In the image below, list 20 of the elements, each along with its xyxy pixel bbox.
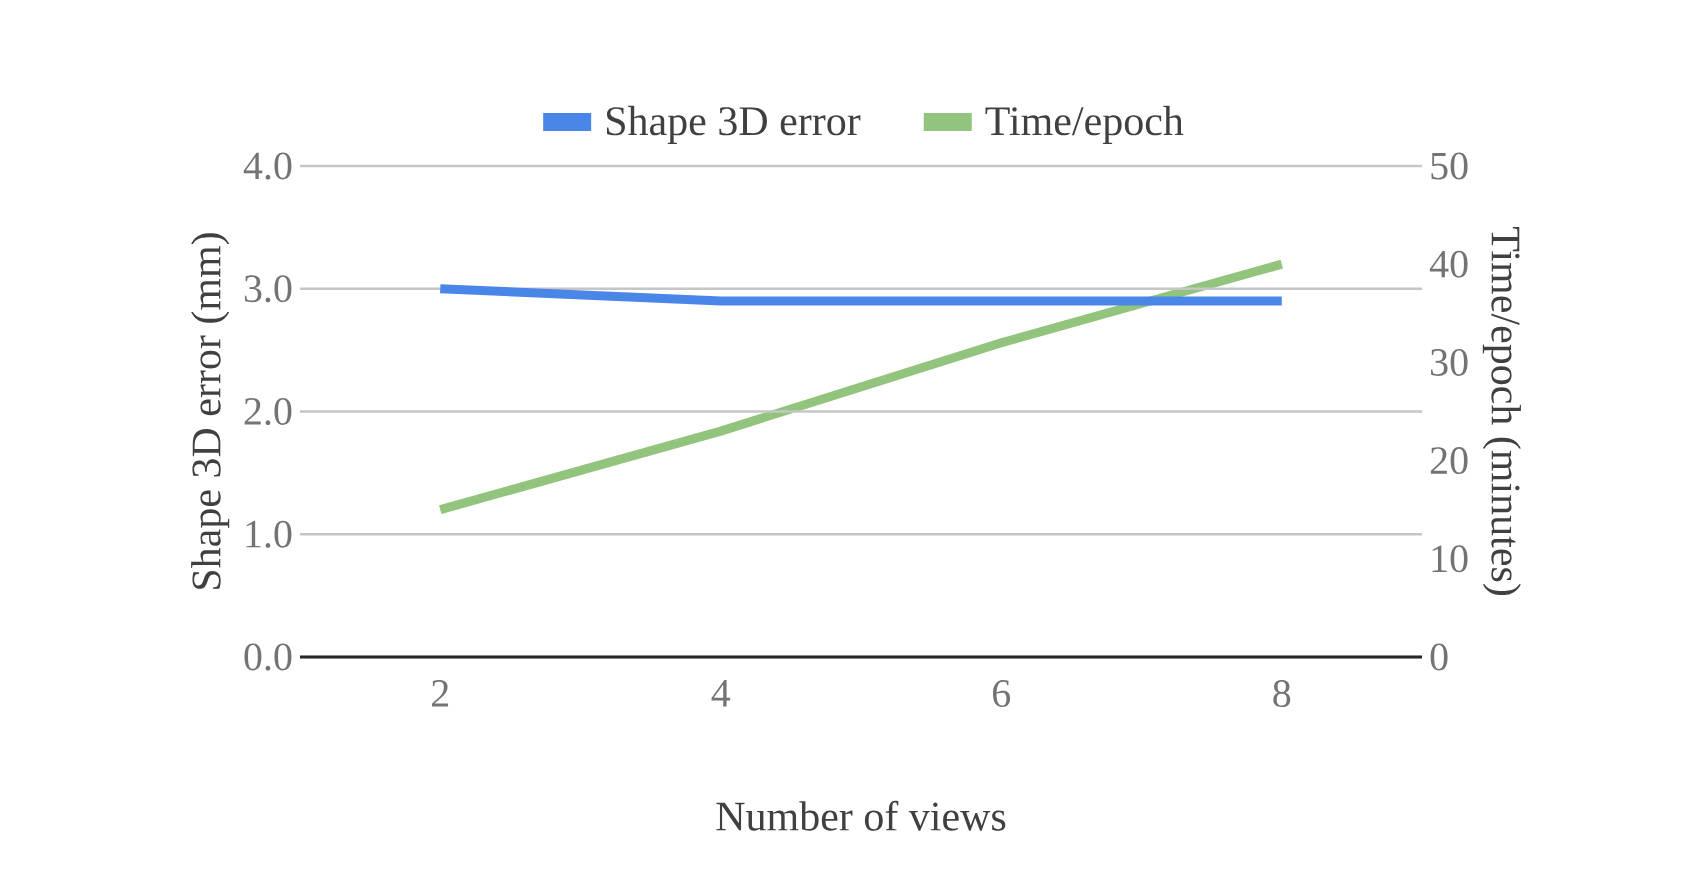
y-tick-label: 2.0 <box>244 397 292 426</box>
y2-tick-label: 30 <box>1431 348 1468 376</box>
y2-tick-label: 50 <box>1431 152 1468 180</box>
y2-tick-label: 10 <box>1432 545 1468 573</box>
y-axis-title: Shape 3D error (mm) <box>191 233 230 589</box>
y2-tick-label: 40 <box>1429 250 1468 278</box>
y-tick-label: 1.0 <box>246 520 292 548</box>
legend-label: Time/epoch <box>985 105 1184 144</box>
y-tick-label: 3.0 <box>244 275 292 303</box>
x-axis-title: Number of views <box>716 800 1006 831</box>
x-tick-label: 2 <box>432 680 449 707</box>
y2-tick-label: 20 <box>1430 447 1468 475</box>
x-tick-label: 8 <box>1273 680 1291 708</box>
legend-label: Shape 3D error <box>606 105 861 144</box>
y2-axis-title: Time/epoch (minutes) <box>1482 226 1521 595</box>
x-tick-label: 6 <box>992 680 1011 707</box>
y-tick-label: 4.0 <box>243 152 292 180</box>
x-tick-label: 4 <box>711 680 731 707</box>
y2-tick-label: 0 <box>1430 643 1448 671</box>
y-tick-label: 0.0 <box>244 643 292 671</box>
